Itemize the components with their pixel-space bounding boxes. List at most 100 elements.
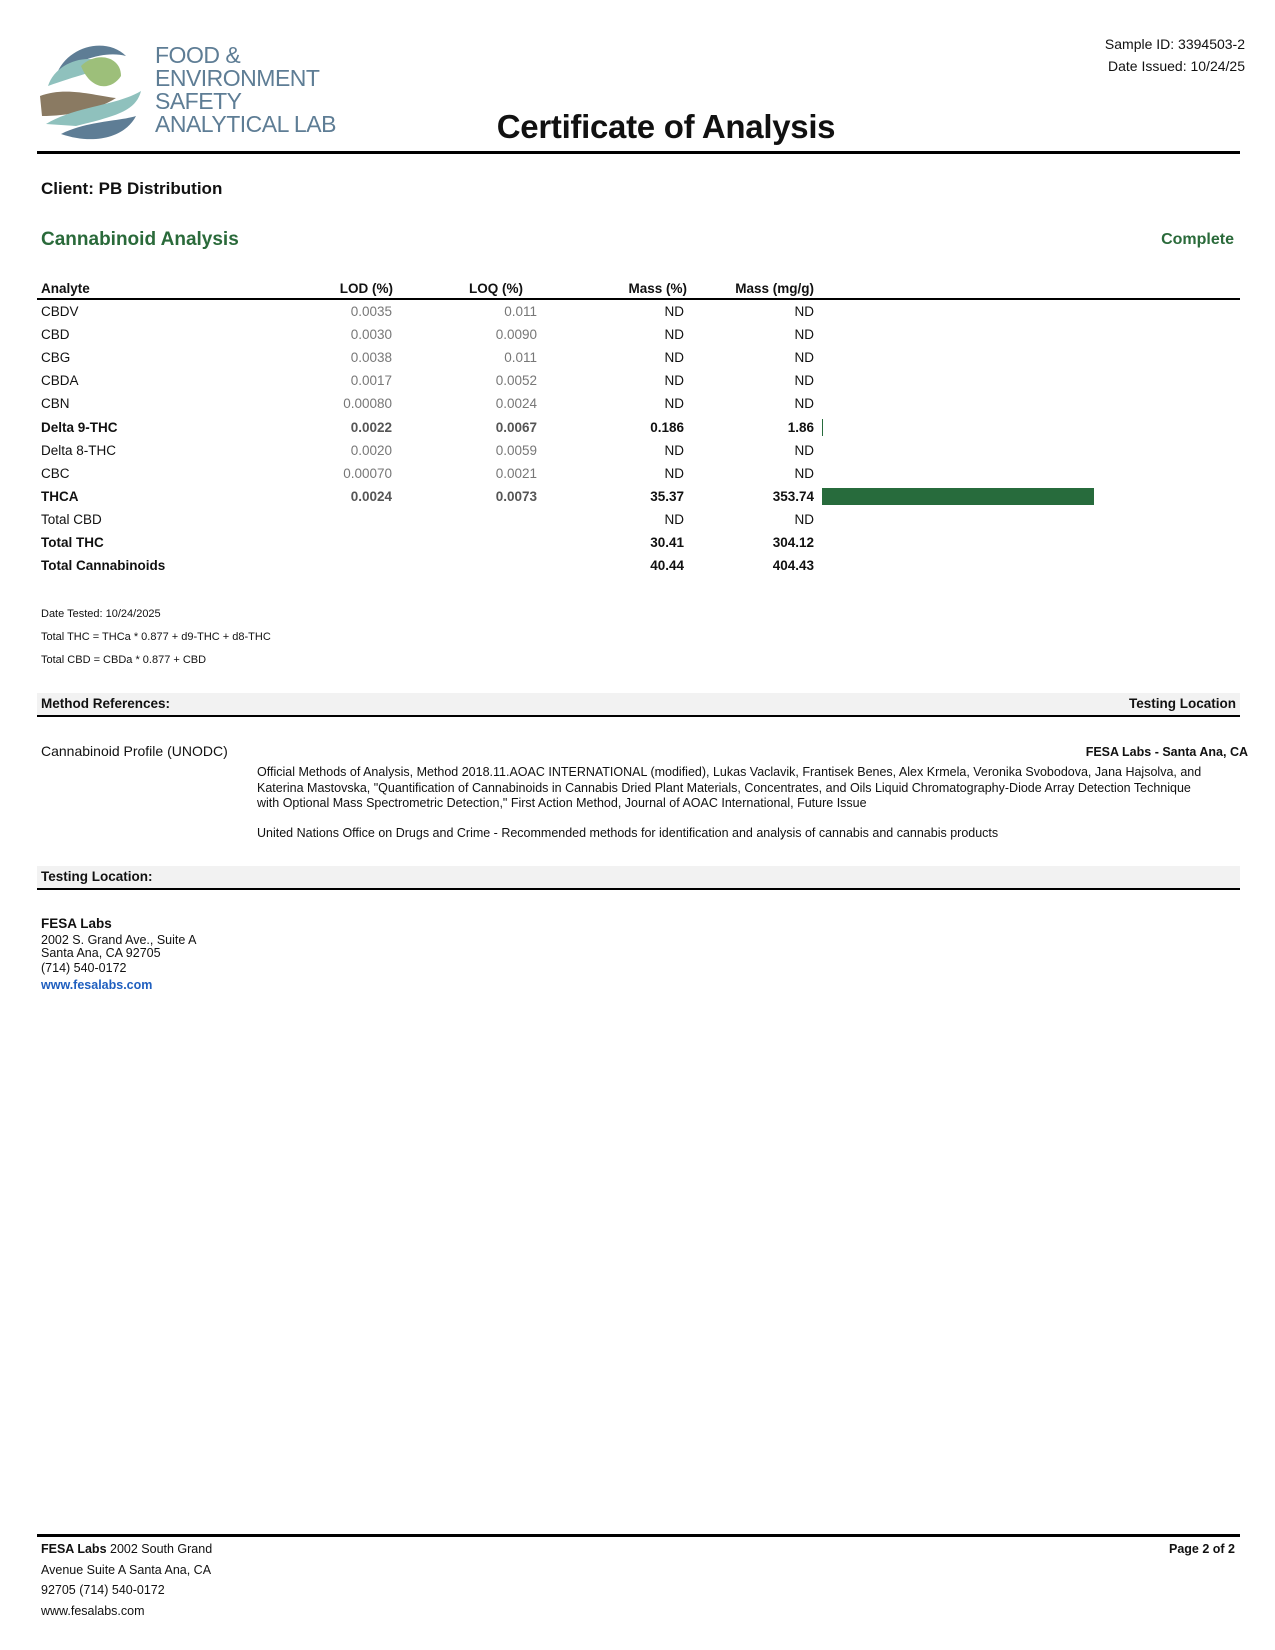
lod-cell: 0.0017 bbox=[350, 373, 392, 389]
mass-mg-cell: ND bbox=[794, 304, 815, 319]
col-loq: LOQ (%) bbox=[469, 281, 523, 296]
analyte-cell: Delta 8-THC bbox=[41, 442, 117, 458]
mass-mg-cell: 1.86 bbox=[787, 419, 814, 435]
logo-line: FOOD & bbox=[155, 42, 241, 68]
analyte-cell: CBG bbox=[41, 350, 71, 366]
analyte-cell: CBDV bbox=[41, 304, 79, 319]
mass-pct-cell: ND bbox=[664, 373, 685, 389]
lod-cell: 0.0022 bbox=[350, 419, 392, 435]
loq-cell: 0.0024 bbox=[495, 396, 537, 412]
reference-line: Katerina Mastovska, "Quantification of C… bbox=[257, 780, 1191, 795]
lod-cell: 0.0024 bbox=[350, 488, 392, 504]
mass-pct-cell: ND bbox=[664, 350, 685, 366]
header-divider bbox=[37, 151, 1240, 154]
loq-cell: 0.0067 bbox=[495, 419, 537, 435]
lab-address-1: 2002 S. Grand Ave., Suite A bbox=[41, 933, 197, 947]
footer-line-2: Avenue Suite A Santa Ana, CA bbox=[41, 1563, 212, 1577]
footer-divider bbox=[37, 1534, 1240, 1537]
mass-mg-cell: 404.43 bbox=[772, 558, 814, 574]
table-row: THCA 0.0024 0.0073 35.37 353.74 bbox=[0, 487, 1275, 512]
testing-location-heading: Testing Location: bbox=[41, 869, 153, 884]
footer-line-1: FESA Labs 2002 South Grand bbox=[41, 1542, 212, 1556]
table-row: CBG 0.0038 0.011 ND ND bbox=[0, 350, 1275, 373]
method-reference-2: United Nations Office on Drugs and Crime… bbox=[257, 826, 999, 840]
analyte-cell: CBN bbox=[41, 396, 70, 412]
table-row: CBN 0.00080 0.0024 ND ND bbox=[0, 396, 1275, 419]
analyte-cell: CBC bbox=[41, 465, 70, 481]
analyte-cell: Total CBD bbox=[41, 511, 102, 527]
loq-cell: 0.0052 bbox=[495, 373, 537, 389]
mass-mg-cell: ND bbox=[794, 327, 815, 343]
mass-pct-cell: 30.41 bbox=[650, 535, 684, 550]
method-references-heading: Method References: bbox=[41, 696, 171, 711]
table-row: Total THC 30.41 304.12 bbox=[0, 535, 1275, 558]
testing-location-header: Testing Location: bbox=[37, 866, 1240, 890]
mass-pct-cell: ND bbox=[664, 442, 685, 458]
mass-pct-cell: ND bbox=[664, 465, 685, 481]
mass-pct-cell: ND bbox=[664, 511, 685, 527]
footer-line-3: 92705 (714) 540-0172 bbox=[41, 1583, 165, 1597]
date-issued: Date Issued: 10/24/25 bbox=[1108, 58, 1245, 74]
method-reference-1: Official Methods of Analysis, Method 201… bbox=[257, 765, 1201, 812]
col-mass-mg: Mass (mg/g) bbox=[735, 281, 814, 296]
loq-cell: 0.011 bbox=[504, 304, 537, 319]
lab-website-link[interactable]: www.fesalabs.com bbox=[41, 978, 153, 992]
page-number: Page 2 of 2 bbox=[1169, 1542, 1235, 1556]
lab-name: FESA Labs bbox=[41, 916, 112, 931]
page-title: Certificate of Analysis bbox=[496, 108, 836, 145]
mass-mg-cell: ND bbox=[794, 465, 815, 481]
table-row: CBDV 0.0035 0.011 ND ND bbox=[0, 304, 1275, 327]
analyte-cell: Total THC bbox=[41, 535, 104, 550]
logo-line: ANALYTICAL LAB bbox=[155, 111, 336, 137]
mass-bar bbox=[822, 418, 824, 436]
analyte-cell: CBD bbox=[41, 327, 70, 343]
sample-id: Sample ID: 3394503-2 bbox=[1104, 36, 1245, 52]
lab-address-2: Santa Ana, CA 92705 bbox=[41, 946, 161, 960]
mass-mg-cell: ND bbox=[794, 350, 815, 366]
loq-cell: 0.0090 bbox=[495, 327, 537, 343]
date-tested: Date Tested: 10/24/2025 bbox=[41, 608, 161, 620]
mass-pct-cell: 35.37 bbox=[650, 488, 684, 504]
lod-cell: 0.0035 bbox=[350, 304, 392, 319]
section-title: Cannabinoid Analysis bbox=[41, 229, 239, 250]
method-location: FESA Labs - Santa Ana, CA bbox=[1085, 745, 1248, 759]
method-references-header: Method References: Testing Location bbox=[37, 693, 1240, 717]
loq-cell: 0.011 bbox=[504, 350, 537, 366]
analyte-cell: Total Cannabinoids bbox=[41, 558, 166, 574]
col-analyte: Analyte bbox=[41, 281, 90, 296]
table-row: CBD 0.0030 0.0090 ND ND bbox=[0, 327, 1275, 350]
table-row: CBC 0.00070 0.0021 ND ND bbox=[0, 466, 1275, 489]
lab-logo-text: FOOD & ENVIRONMENT SAFETY ANALYTICAL LAB bbox=[155, 44, 336, 136]
footer-address: 2002 South Grand bbox=[106, 1542, 213, 1556]
method-name: Cannabinoid Profile (UNODC) bbox=[41, 743, 228, 759]
table-row: Total Cannabinoids 40.44 404.43 bbox=[0, 558, 1275, 581]
lab-phone: (714) 540-0172 bbox=[41, 961, 127, 975]
mass-mg-cell: 353.74 bbox=[772, 488, 814, 504]
loq-cell: 0.0073 bbox=[495, 488, 537, 504]
table-row: Delta 9-THC 0.0022 0.0067 0.186 1.86 bbox=[0, 418, 1275, 443]
reference-line: Official Methods of Analysis, Method 201… bbox=[257, 765, 1202, 779]
loq-cell: 0.0059 bbox=[495, 442, 537, 458]
mass-mg-cell: ND bbox=[794, 511, 815, 527]
mass-mg-cell: ND bbox=[794, 396, 815, 412]
analyte-cell: CBDA bbox=[41, 373, 79, 389]
total-thc-formula: Total THC = THCa * 0.877 + d9-THC + d8-T… bbox=[41, 631, 271, 643]
reference-line: with Optional Mass Spectrometric Detecti… bbox=[257, 796, 867, 810]
status-badge: Complete bbox=[1161, 231, 1234, 248]
table-row: Delta 8-THC 0.0020 0.0059 ND ND bbox=[0, 443, 1275, 466]
lod-cell: 0.0020 bbox=[350, 442, 392, 458]
col-lod: LOD (%) bbox=[339, 281, 393, 296]
mass-bar bbox=[822, 487, 1094, 505]
table-row: Total CBD ND ND bbox=[0, 512, 1275, 535]
analyte-cell: Delta 9-THC bbox=[41, 419, 118, 435]
footer-website: www.fesalabs.com bbox=[41, 1604, 145, 1618]
total-cbd-formula: Total CBD = CBDa * 0.877 + CBD bbox=[41, 654, 207, 666]
mass-mg-cell: 304.12 bbox=[772, 535, 814, 550]
lod-cell: 0.00080 bbox=[343, 396, 392, 412]
mass-mg-cell: ND bbox=[794, 442, 815, 458]
table-row: CBDA 0.0017 0.0052 ND ND bbox=[0, 373, 1275, 396]
lod-cell: 0.0030 bbox=[350, 327, 392, 343]
mass-pct-cell: ND bbox=[664, 327, 685, 343]
logo-line: SAFETY bbox=[155, 88, 242, 114]
analyte-cell: THCA bbox=[41, 488, 79, 504]
